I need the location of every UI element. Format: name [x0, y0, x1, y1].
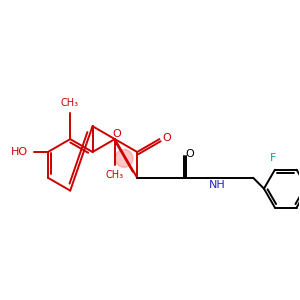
Text: O: O [112, 129, 121, 139]
Text: O: O [185, 149, 194, 159]
Text: CH₃: CH₃ [106, 170, 124, 180]
Text: O: O [162, 133, 171, 143]
Text: CH₃: CH₃ [60, 98, 78, 108]
Text: NH: NH [209, 180, 225, 190]
Circle shape [115, 149, 133, 167]
Text: HO: HO [11, 147, 28, 157]
Text: F: F [270, 153, 276, 163]
